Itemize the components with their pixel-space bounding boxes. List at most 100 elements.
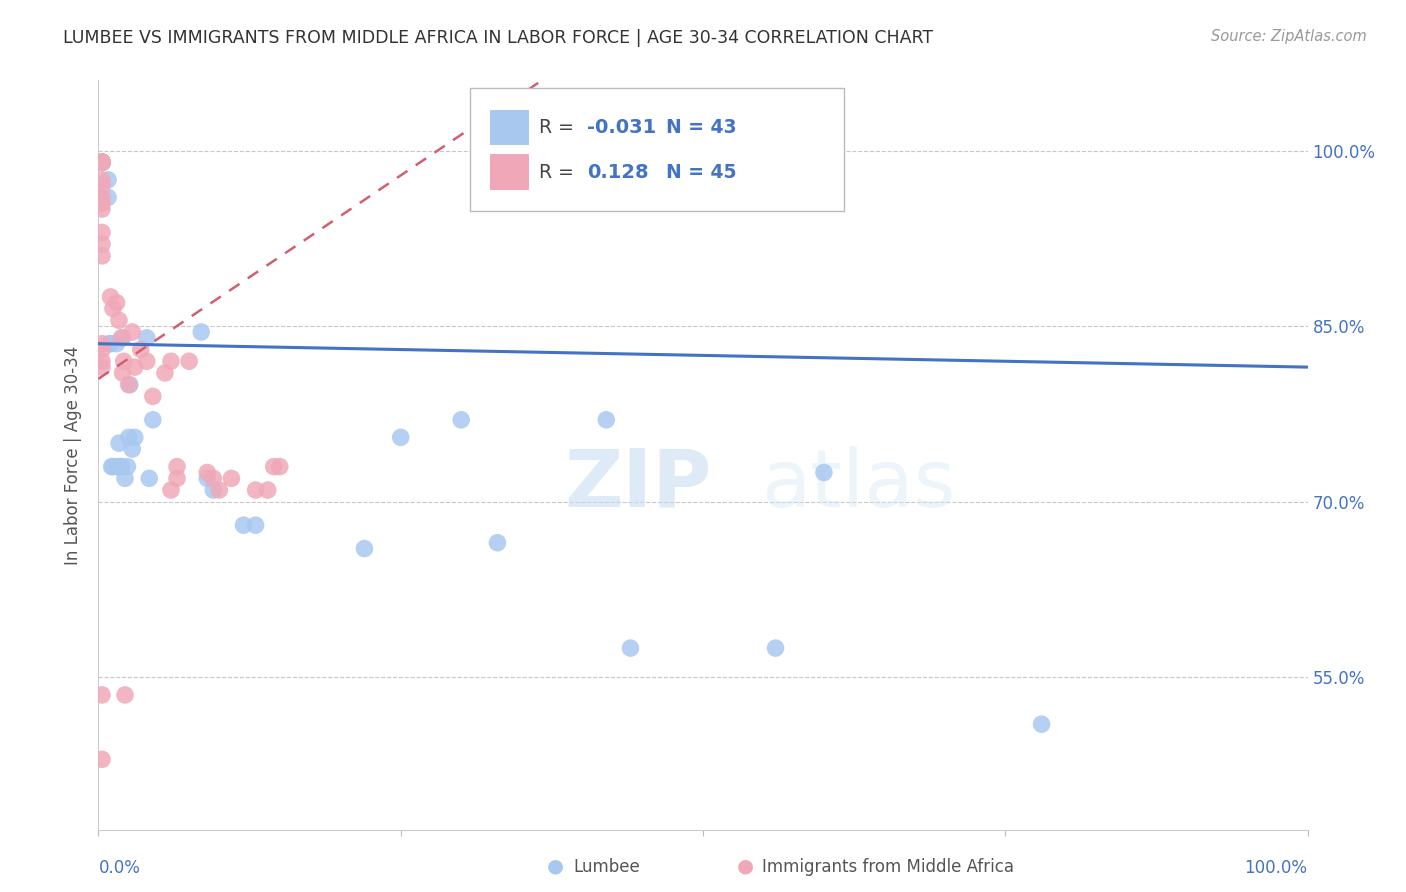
Point [111, 331, 134, 345]
Text: R =: R = [538, 118, 579, 137]
Point [256, 483, 278, 497]
Point [91, 360, 114, 375]
Text: Immigrants from Middle Africa: Immigrants from Middle Africa [762, 858, 1014, 876]
Text: -0.031: -0.031 [586, 118, 657, 137]
Text: N = 43: N = 43 [665, 118, 737, 137]
Point [619, 641, 641, 656]
Point [166, 459, 188, 474]
Point [221, 471, 243, 485]
Point [105, 336, 128, 351]
Text: 0.128: 0.128 [586, 163, 648, 182]
Text: ●: ● [737, 857, 754, 876]
Point [91, 688, 114, 702]
Point [108, 313, 131, 327]
Text: Lumbee: Lumbee [574, 858, 640, 876]
Point [232, 518, 254, 533]
Point [138, 471, 160, 485]
Point [195, 466, 218, 480]
Point [245, 483, 267, 497]
Point [97, 173, 120, 187]
Point [486, 535, 509, 549]
Point [166, 471, 188, 485]
Point [179, 354, 201, 368]
Point [91, 155, 114, 169]
Point [100, 459, 122, 474]
Point [117, 459, 139, 474]
Point [110, 331, 132, 345]
Text: Source: ZipAtlas.com: Source: ZipAtlas.com [1211, 29, 1367, 44]
Point [91, 354, 114, 368]
Point [114, 688, 136, 702]
Point [245, 518, 267, 533]
Point [263, 459, 285, 474]
Point [91, 178, 114, 193]
Point [208, 483, 231, 497]
Point [91, 343, 114, 357]
Point [135, 354, 157, 368]
Point [195, 471, 218, 485]
Y-axis label: In Labor Force | Age 30-34: In Labor Force | Age 30-34 [65, 345, 83, 565]
Point [105, 295, 128, 310]
Point [97, 190, 120, 204]
Text: 100.0%: 100.0% [1244, 859, 1308, 877]
Point [153, 366, 176, 380]
Text: 0.0%: 0.0% [98, 859, 141, 877]
Point [202, 483, 225, 497]
Point [135, 331, 157, 345]
Point [142, 413, 165, 427]
Point [202, 471, 225, 485]
Point [124, 360, 146, 375]
Point [91, 196, 114, 211]
Point [269, 459, 291, 474]
Point [160, 483, 183, 497]
Point [98, 336, 121, 351]
Point [91, 155, 114, 169]
Point [142, 389, 165, 403]
Point [108, 459, 131, 474]
Point [765, 641, 787, 656]
Point [91, 190, 114, 204]
Point [813, 466, 835, 480]
Point [101, 459, 124, 474]
Text: ZIP: ZIP [564, 446, 711, 524]
Point [124, 430, 146, 444]
Point [91, 249, 114, 263]
Point [91, 237, 114, 252]
FancyBboxPatch shape [491, 154, 529, 190]
Point [91, 336, 114, 351]
Point [190, 325, 212, 339]
Point [160, 354, 183, 368]
Point [1031, 717, 1053, 731]
FancyBboxPatch shape [470, 87, 845, 211]
Point [101, 301, 124, 316]
Point [91, 226, 114, 240]
Point [91, 155, 114, 169]
Text: N = 45: N = 45 [665, 163, 735, 182]
Point [353, 541, 375, 556]
Text: ●: ● [547, 857, 564, 876]
Point [91, 155, 114, 169]
Point [100, 290, 122, 304]
Point [91, 155, 114, 169]
Point [91, 202, 114, 216]
Point [118, 430, 141, 444]
Point [91, 155, 114, 169]
Point [389, 430, 412, 444]
Point [107, 459, 129, 474]
Point [114, 471, 136, 485]
Point [118, 377, 141, 392]
Point [112, 354, 135, 368]
Point [121, 442, 143, 456]
FancyBboxPatch shape [491, 110, 529, 145]
Point [450, 413, 472, 427]
Point [91, 155, 114, 169]
Text: R =: R = [538, 163, 579, 182]
Point [91, 752, 114, 766]
Point [121, 325, 143, 339]
Point [108, 436, 131, 450]
Text: atlas: atlas [761, 446, 956, 524]
Point [91, 155, 114, 169]
Point [110, 459, 132, 474]
Point [118, 377, 141, 392]
Point [91, 155, 114, 169]
